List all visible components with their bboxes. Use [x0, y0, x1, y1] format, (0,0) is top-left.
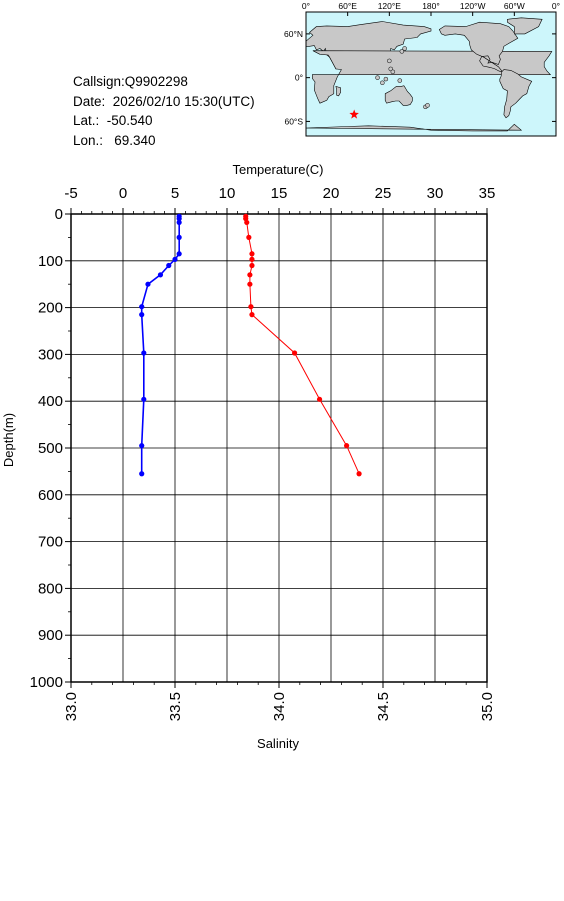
temperature-data-point: [246, 234, 252, 240]
salinity-tick-label: 33.0: [63, 692, 80, 721]
temperature-profile-line: [245, 216, 360, 474]
salinity-data-point: [141, 350, 147, 356]
temperature-tick-label: 25: [375, 185, 392, 202]
salinity-profile-line: [140, 216, 180, 474]
temperature-tick-label: 30: [427, 185, 444, 202]
greenland-land: [507, 17, 543, 35]
madagascar-land: [335, 85, 342, 97]
temperature-data-point: [244, 219, 250, 226]
temperature-data-point: [249, 256, 255, 262]
temperature-data-point: [249, 262, 255, 269]
depth-tick-label: 600: [38, 487, 63, 504]
salinity-data-point: [141, 396, 147, 402]
map-lon-label: 120°E: [378, 1, 402, 11]
island-land: [387, 58, 392, 64]
temperature-data-point: [247, 281, 253, 287]
depth-tick-label: 900: [38, 627, 63, 644]
salinity-data-point: [139, 471, 145, 477]
depth-tick-label: 200: [38, 300, 63, 317]
location-map: 0° 60°E 120°E 180° 120°W 60°W 0° 60°N 0° 60°S: [284, 1, 560, 137]
map-lat-label: 60°N: [284, 29, 303, 39]
map-lon-label: 60°W: [504, 1, 525, 11]
temperature-tick-label: 5: [171, 185, 179, 202]
salinity-data-point: [176, 219, 182, 226]
depth-tick-label: 1000: [30, 674, 63, 691]
temperature-tick-label: -5: [64, 185, 77, 202]
island-land: [383, 76, 389, 82]
temperature-axis-title: Temperature(C): [232, 162, 323, 177]
depth-tick-label: 300: [38, 346, 63, 363]
temperature-tick-label: 20: [323, 185, 340, 202]
island-land: [425, 103, 430, 108]
map-lon-label: 60°E: [338, 1, 357, 11]
depth-tick-label: 500: [38, 440, 63, 457]
temperature-data-point: [249, 251, 255, 257]
depth-tick-label: 100: [38, 253, 63, 270]
temperature-data-point: [247, 272, 253, 278]
temperature-data-point: [356, 471, 362, 477]
island-land: [380, 80, 385, 86]
map-lon-label: 0°: [552, 1, 560, 11]
salinity-axis-title: Salinity: [257, 736, 299, 751]
map-lon-label: 180°: [422, 1, 440, 11]
salinity-data-point: [145, 281, 151, 287]
salinity-tick-label: 33.5: [167, 692, 184, 721]
depth-tick-label: 0: [55, 206, 63, 223]
salinity-data-point: [166, 262, 172, 269]
latitude-text: Lat.: -50.540: [73, 113, 153, 128]
temperature-data-point: [344, 443, 350, 449]
island-land: [397, 78, 402, 83]
temperature-tick-label: 35: [479, 185, 496, 202]
salinity-data-point: [176, 251, 182, 257]
date-text: Date: 2026/02/10 15:30(UTC): [73, 93, 255, 109]
temperature-tick-label: 10: [219, 185, 236, 202]
station-marker-icon: [349, 109, 359, 119]
north-america-land: [438, 21, 519, 73]
callsign-text: Callsign:Q9902298: [73, 74, 188, 89]
temperature-data-point: [248, 304, 254, 310]
island-land: [402, 46, 407, 51]
salinity-tick-label: 34.0: [271, 692, 288, 721]
australia-land: [384, 85, 413, 106]
island-land: [390, 69, 396, 75]
map-lat-label: 60°S: [284, 116, 303, 126]
salinity-data-point: [139, 443, 145, 449]
temperature-data-point: [249, 312, 255, 318]
salinity-data-point: [172, 256, 178, 262]
temperature-tick-label: 0: [119, 185, 127, 202]
map-lat-label: 0°: [295, 73, 303, 83]
salinity-data-point: [157, 272, 164, 278]
depth-tick-label: 800: [38, 580, 63, 597]
map-lon-label: 120°W: [460, 1, 486, 11]
salinity-data-point: [176, 216, 182, 222]
depth-tick-label: 400: [38, 393, 63, 410]
salinity-tick-label: 34.5: [375, 692, 392, 721]
salinity-data-point: [176, 234, 182, 240]
station-info: Callsign:Q9902298 Date: 2026/02/10 15:30…: [73, 72, 255, 150]
temperature-data-point: [292, 350, 298, 356]
island-land: [375, 75, 380, 80]
salinity-tick-label: 35.0: [479, 692, 496, 721]
temperature-data-point: [316, 396, 323, 402]
map-lon-label: 0°: [302, 1, 310, 11]
salinity-data-point: [139, 312, 145, 318]
temperature-tick-label: 15: [271, 185, 288, 202]
depth-tick-label: 700: [38, 534, 63, 551]
salinity-data-point: [139, 304, 145, 310]
depth-axis-title: Depth(m): [1, 413, 16, 467]
island-land: [399, 49, 405, 54]
south-america-land: [499, 69, 533, 119]
longitude-text: Lon.: 69.340: [73, 132, 156, 148]
